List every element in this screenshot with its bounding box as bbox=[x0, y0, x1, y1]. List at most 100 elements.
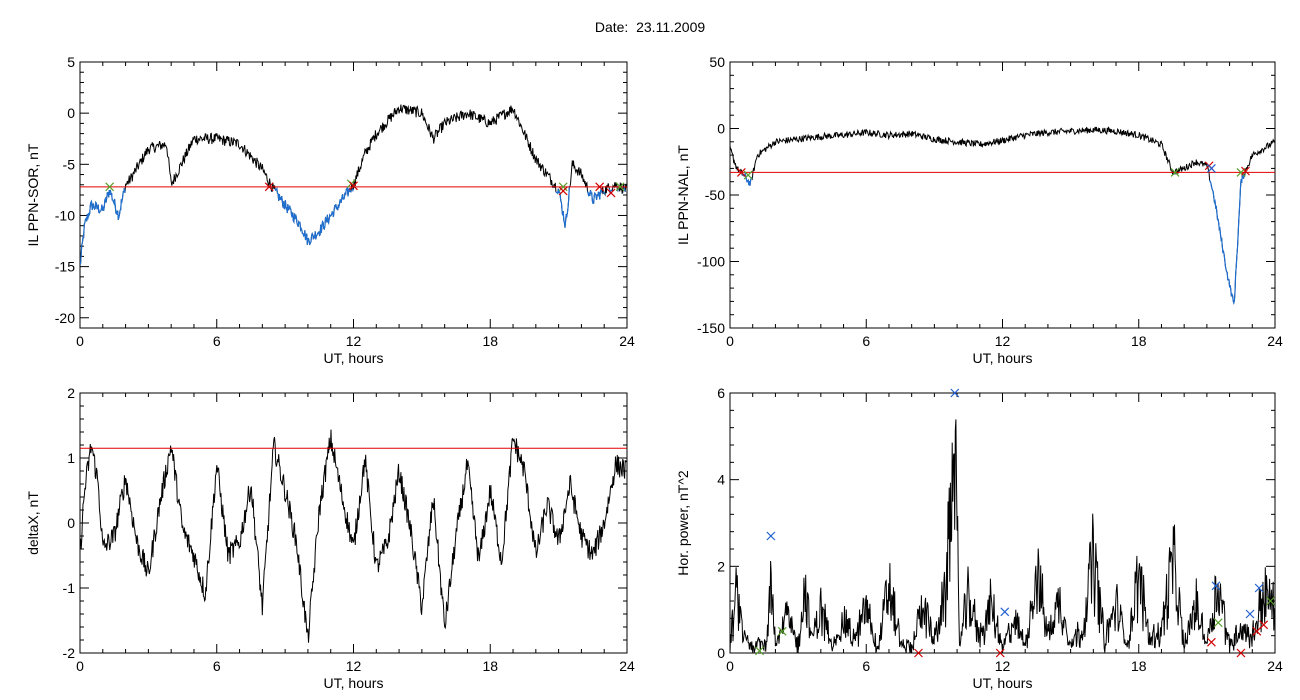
marker-x-blue bbox=[1254, 583, 1264, 593]
chart-deltax: 0 6 12 18 24 2 1 0 -1 -2 UT, hours deltaX, nT bbox=[25, 385, 635, 691]
x-tick-label: 12 bbox=[346, 333, 362, 349]
marker-x-red bbox=[558, 186, 568, 196]
x-axis-label: UT, hours bbox=[324, 350, 384, 366]
marker-x-blue bbox=[950, 388, 960, 398]
x-tick-label: 0 bbox=[726, 658, 734, 674]
y-tick-label: 0 bbox=[717, 121, 725, 137]
y-tick-label: -2 bbox=[63, 645, 76, 661]
marker-x-green bbox=[105, 182, 115, 192]
marker-stroke bbox=[1236, 648, 1246, 658]
marker-x-green bbox=[1213, 618, 1223, 628]
y-tick-label: 0 bbox=[67, 105, 75, 121]
marker-stroke bbox=[995, 648, 1005, 658]
x-tick-label: 12 bbox=[995, 658, 1011, 674]
y-tick-label: -150 bbox=[697, 320, 725, 336]
marker-x-blue bbox=[1000, 607, 1010, 617]
series-line bbox=[80, 429, 627, 643]
marker-stroke bbox=[1213, 618, 1223, 628]
y-axis-label: Hor. power, nT^2 bbox=[675, 470, 691, 576]
marker-stroke bbox=[606, 188, 616, 198]
marker-stroke bbox=[1266, 596, 1275, 606]
y-tick-label: -10 bbox=[55, 207, 75, 223]
x-tick-label: 18 bbox=[1131, 333, 1147, 349]
series-line bbox=[730, 126, 1275, 305]
y-axis-label: deltaX, nT bbox=[25, 491, 41, 555]
chart-ppn-sor: 0 6 12 18 24 5 0 -5 -10 -15 -20 UT, hours IL PPN-SOR… bbox=[25, 54, 635, 366]
x-tick-label: 6 bbox=[862, 658, 870, 674]
marker-x-blue bbox=[1211, 581, 1221, 591]
x-tick-label: 6 bbox=[213, 333, 221, 349]
marker-x-blue bbox=[766, 531, 776, 541]
y-tick-label: -20 bbox=[55, 310, 75, 326]
y-tick-label: 6 bbox=[717, 385, 725, 401]
chart-hor-power: 0 6 12 18 24 6 4 2 0 UT, hours Hor. power, nT^2 bbox=[675, 385, 1283, 691]
marker-stroke bbox=[1206, 637, 1216, 647]
marker-x-blue bbox=[1245, 609, 1255, 619]
x-tick-label: 0 bbox=[726, 333, 734, 349]
date-label: Date: bbox=[594, 19, 629, 35]
y-axis-label: IL PPN-SOR, nT bbox=[25, 143, 41, 246]
y-tick-label: -100 bbox=[697, 254, 725, 270]
y-tick-label: -5 bbox=[63, 156, 76, 172]
marker-stroke bbox=[1245, 609, 1255, 619]
x-tick-label: 18 bbox=[1131, 658, 1147, 674]
marker-stroke bbox=[558, 186, 568, 196]
marker-stroke bbox=[558, 182, 568, 192]
x-axis-label: UT, hours bbox=[973, 350, 1033, 366]
marker-stroke bbox=[1259, 620, 1269, 630]
marker-stroke bbox=[1211, 581, 1221, 591]
x-tick-label: 0 bbox=[76, 658, 84, 674]
marker-stroke bbox=[349, 181, 358, 191]
x-tick-label: 6 bbox=[862, 333, 870, 349]
y-tick-label: 2 bbox=[717, 558, 725, 574]
marker-x-red bbox=[995, 648, 1005, 658]
y-tick-label: 0 bbox=[717, 645, 725, 661]
marker-stroke bbox=[777, 626, 787, 636]
marker-stroke bbox=[1000, 607, 1010, 617]
y-axis-label: IL PPN-NAL, nT bbox=[675, 145, 691, 245]
marker-x-red bbox=[1241, 166, 1250, 176]
marker-stroke bbox=[914, 648, 923, 658]
y-tick-label: 2 bbox=[67, 385, 75, 401]
marker-stroke bbox=[743, 170, 753, 180]
below-threshold-series bbox=[80, 186, 626, 266]
marker-stroke bbox=[950, 388, 960, 398]
marker-x-red bbox=[1236, 648, 1246, 658]
y-tick-label: 1 bbox=[67, 450, 75, 466]
x-axis-label: UT, hours bbox=[973, 675, 1033, 691]
marker-stroke bbox=[264, 182, 274, 192]
y-tick-label: -15 bbox=[55, 259, 75, 275]
series-line bbox=[80, 104, 627, 266]
x-tick-label: 0 bbox=[76, 333, 84, 349]
marker-x-green bbox=[615, 182, 625, 192]
x-tick-label: 18 bbox=[482, 658, 498, 674]
y-tick-label: 50 bbox=[709, 54, 725, 70]
x-tick-label: 12 bbox=[995, 333, 1011, 349]
marker-x-red bbox=[736, 167, 746, 177]
marker-stroke bbox=[766, 531, 776, 541]
marker-x-red bbox=[349, 181, 358, 191]
plot-frame bbox=[79, 61, 628, 329]
x-tick-label: 24 bbox=[1267, 333, 1283, 349]
plot-frame bbox=[79, 392, 628, 654]
marker-x-green bbox=[777, 626, 787, 636]
marker-x-green bbox=[558, 182, 568, 192]
x-tick-label: 18 bbox=[482, 333, 498, 349]
marker-x-red bbox=[1259, 620, 1269, 630]
marker-x-red bbox=[264, 182, 274, 192]
date-title: Date: 23.11.2009 bbox=[0, 19, 1300, 35]
x-tick-label: 24 bbox=[1267, 658, 1283, 674]
series-line bbox=[730, 419, 1275, 653]
marker-x-red bbox=[1206, 637, 1216, 647]
marker-stroke bbox=[755, 646, 764, 656]
marker-x-green bbox=[1266, 596, 1275, 606]
y-tick-label: -50 bbox=[705, 187, 725, 203]
y-tick-label: 4 bbox=[717, 472, 725, 488]
marker-x-green bbox=[743, 170, 753, 180]
marker-x-blue bbox=[1206, 163, 1216, 173]
date-value: 23.11.2009 bbox=[636, 19, 706, 35]
marker-stroke bbox=[105, 182, 115, 192]
marker-x-red bbox=[914, 648, 923, 658]
marker-stroke bbox=[595, 182, 605, 192]
